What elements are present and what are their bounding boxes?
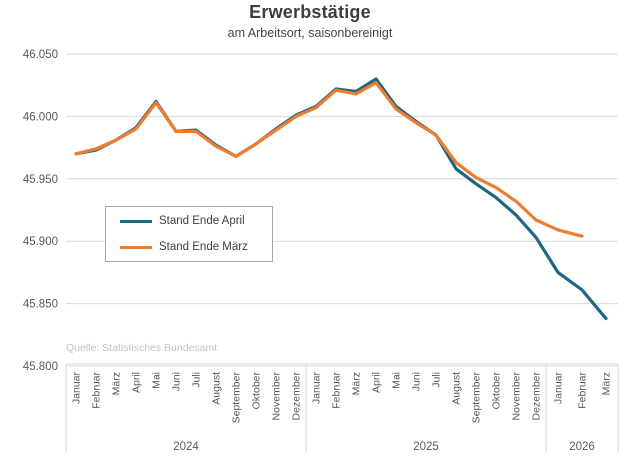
month-tick-label: September	[471, 372, 483, 424]
month-tick-label: Februar	[577, 371, 589, 408]
month-tick-label: Mai	[151, 372, 163, 389]
legend-entry-stand-ende-april: Stand Ende April	[120, 215, 272, 227]
y-tick-label: 45.850	[23, 299, 58, 311]
month-tick-label: April	[131, 372, 143, 393]
legend-line-swatch	[120, 245, 152, 249]
y-tick-label: 45.950	[23, 174, 58, 186]
chart-subtitle: am Arbeitsort, saisonbereinigt	[227, 26, 393, 40]
legend: Stand Ende April Stand Ende März	[105, 206, 273, 262]
month-tick-label: März	[601, 372, 613, 395]
month-tick-label: Dezember	[291, 371, 303, 420]
year-label: 2024	[173, 441, 199, 453]
source-note: Quelle: Statistisches Bundesamt	[66, 342, 218, 354]
month-tick-label: September	[231, 372, 243, 424]
month-tick-label: Juli	[431, 372, 443, 388]
series-line-stand-ende-maerz	[74, 81, 584, 238]
month-tick-label: Januar	[71, 372, 83, 405]
month-tick-label: August	[211, 372, 223, 405]
y-tick-label: 46.050	[23, 49, 58, 61]
month-tick-label: November	[511, 371, 523, 420]
month-tick-label: Mai	[391, 372, 403, 389]
month-tick-label: Juli	[191, 372, 203, 388]
month-tick-label: Januar	[311, 372, 323, 405]
chart-title: Erwerbstätige	[249, 2, 371, 22]
legend-label: Stand Ende März	[159, 241, 248, 253]
month-tick-label: Dezember	[531, 371, 543, 420]
y-tick-label: 45.900	[23, 236, 58, 248]
month-tick-label: August	[451, 372, 463, 405]
month-tick-label: Juni	[171, 372, 183, 391]
month-tick-label: Oktober	[251, 372, 263, 410]
month-tick-label: November	[271, 371, 283, 420]
month-tick-label: Februar	[91, 371, 103, 408]
month-tick-label: März	[111, 372, 123, 395]
month-tick-label: April	[371, 372, 383, 393]
month-tick-label: Juni	[411, 372, 423, 391]
month-tick-label: Januar	[553, 372, 565, 405]
legend-line-swatch	[120, 219, 152, 223]
y-tick-label: 45.800	[23, 361, 58, 373]
month-tick-label: März	[351, 372, 363, 395]
month-tick-label: Oktober	[491, 372, 503, 410]
y-tick-label: 46.000	[23, 111, 58, 123]
legend-label: Stand Ende April	[159, 215, 245, 227]
year-label: 2025	[413, 441, 439, 453]
year-label: 2026	[569, 441, 595, 453]
series-line-stand-ende-april	[74, 77, 608, 321]
month-tick-label: Februar	[331, 371, 343, 408]
legend-entry-stand-ende-maerz: Stand Ende März	[120, 241, 272, 253]
